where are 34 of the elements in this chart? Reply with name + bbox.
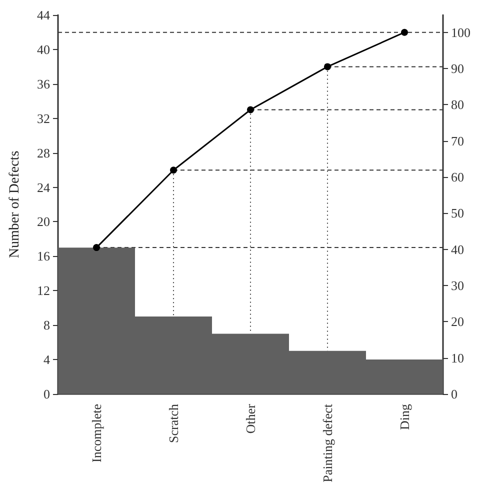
y-tick-label: 16	[37, 248, 50, 264]
y2-tick-label: 60	[451, 170, 464, 185]
y2-tick-label: 90	[451, 61, 464, 76]
y-tick-label: 44	[37, 8, 50, 22]
point	[93, 244, 100, 252]
y-tick-label: 4	[44, 352, 50, 368]
y-tick-label: 32	[37, 110, 50, 126]
x-tick-label: Incomplete	[89, 404, 104, 462]
point	[247, 106, 254, 114]
y2-tick-label: 20	[451, 314, 464, 330]
y-axis-title: Number of Defects	[8, 150, 22, 258]
y-tick-label: 40	[37, 42, 50, 57]
y-tick-label: 36	[37, 76, 50, 92]
y2-tick-label: 100	[451, 24, 470, 40]
point	[324, 63, 331, 70]
y-tick-label: 0	[44, 386, 50, 402]
y-tick-label: 20	[37, 214, 50, 230]
y2-tick-label: 70	[451, 133, 464, 148]
y-tick-label: 8	[44, 318, 50, 333]
y2-tick-label: 30	[451, 278, 464, 294]
x-tick-label: Painting defect	[320, 404, 335, 482]
y-tick-label: 24	[37, 180, 50, 195]
y2-tick-label: 40	[451, 242, 464, 257]
y2-tick-label: 0	[451, 386, 458, 402]
y2-tick-label: 80	[451, 97, 464, 112]
y-tick-label: 12	[37, 283, 50, 298]
point	[170, 166, 177, 174]
point	[401, 28, 408, 36]
y2-tick-label: 10	[451, 350, 464, 366]
x-tick-label: Scratch	[166, 404, 181, 443]
y-tick-label: 28	[37, 145, 50, 160]
x-tick-label: Ding	[397, 404, 412, 430]
y2-tick-label: 50	[451, 206, 464, 221]
x-tick-label: Other	[243, 403, 258, 434]
